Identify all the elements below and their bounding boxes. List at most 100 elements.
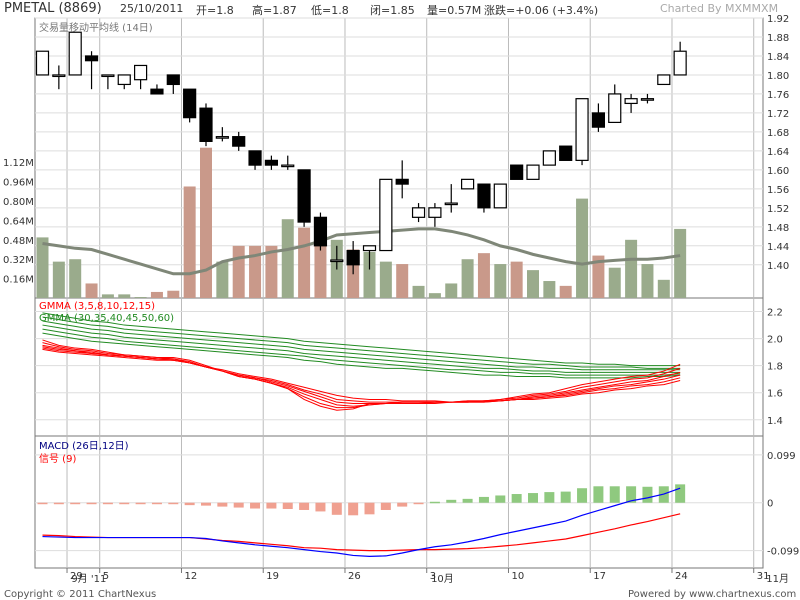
chart-watermark: Charted By MXMMXM [660, 2, 779, 15]
macd-histogram-bar [119, 502, 130, 505]
price-tick-label: 1.68 [767, 128, 789, 139]
macd-histogram-bar [593, 486, 604, 503]
volume-bar [428, 293, 441, 298]
macd-histogram-bar [315, 502, 326, 512]
candle-body [559, 145, 573, 161]
price-tick-label: 1.64 [767, 147, 789, 158]
macd-histogram-bar [266, 502, 277, 509]
candle-body [624, 98, 638, 105]
x-day-label: 26 [348, 571, 361, 582]
price-tick-label: 1.80 [767, 71, 789, 82]
x-day-label: 19 [266, 571, 279, 582]
volume-bar [314, 231, 327, 298]
macd-histogram-bar [429, 501, 440, 504]
volume-bar [559, 285, 572, 298]
powered-by-link[interactable]: Powered by www.chartnexus.com [628, 589, 797, 600]
candle-body [232, 136, 246, 147]
macd-histogram-bar [37, 502, 48, 505]
volume-bar [232, 245, 245, 298]
low-price: 低=1.8 [311, 4, 349, 17]
quote-date: 25/10/2011 [120, 2, 184, 15]
macd-tick-label: -0.099 [767, 547, 799, 558]
x-day-label: 12 [184, 571, 197, 582]
candle-body [428, 207, 442, 218]
stock-symbol: PMETAL (8869) [4, 1, 102, 16]
macd-histogram-bar [168, 502, 179, 505]
price-tick-label: 1.60 [767, 166, 789, 177]
candle-body [395, 178, 409, 185]
gmma-long-legend: GMMA (30,35,40,45,50,60) [39, 313, 174, 324]
x-month-label: 10月 [431, 573, 454, 585]
volume-bar [641, 264, 654, 298]
candle-body [657, 74, 671, 86]
candle-body [591, 112, 606, 128]
volume-ma-line [42, 227, 681, 276]
candle-body [542, 150, 556, 166]
candle-body [281, 164, 295, 168]
macd-histogram-bar [102, 502, 113, 505]
macd-histogram-bar [446, 499, 457, 503]
price-pane [34, 17, 764, 299]
gmma-short-line [42, 347, 681, 403]
close-price: 闭=1.85 [370, 4, 415, 17]
candle-body [248, 150, 262, 166]
candle-body [297, 169, 311, 223]
candle-body [199, 107, 213, 142]
macd-histogram-bar [626, 486, 637, 503]
open-price: 开=1.8 [196, 4, 234, 17]
macd-histogram-bar [560, 491, 571, 503]
volume-bar [674, 228, 687, 298]
signal-legend: 信号 (9) [39, 453, 76, 465]
volume-bar [363, 251, 376, 298]
candle-body [68, 31, 82, 76]
volume-bar [608, 267, 621, 298]
candle-body [461, 178, 475, 190]
volume-tick-label: 0.16M [3, 275, 34, 286]
x-month-label: 9月 '11 [71, 573, 106, 585]
gmma-long-line [42, 316, 681, 369]
volume-bar [216, 261, 229, 298]
macd-line [42, 487, 681, 557]
candle-body [183, 88, 197, 119]
volume-bar [477, 253, 490, 298]
gmma-tick-label: 1.6 [767, 389, 783, 400]
macd-histogram-bar [217, 502, 228, 507]
volume-bar [494, 264, 507, 298]
gmma-long-line [42, 328, 681, 376]
price-tick-label: 1.44 [767, 242, 789, 253]
volume-bar [461, 259, 474, 298]
candle-body [52, 74, 66, 78]
macd-histogram-bar [577, 488, 588, 503]
volume-tick-label: 0.80M [3, 197, 34, 208]
candle-body [313, 216, 328, 247]
macd-histogram-bar [282, 502, 293, 510]
macd-histogram-bar [413, 502, 424, 505]
macd-histogram-bar [478, 496, 489, 503]
macd-legend: MACD (26日,12日) [39, 441, 129, 452]
macd-histogram-bar [675, 484, 686, 503]
x-day-label: 31 [757, 571, 770, 582]
volume-bar [527, 270, 539, 298]
candle-body [379, 178, 393, 252]
price-tick-label: 1.76 [767, 90, 789, 101]
gmma-long-line [42, 332, 681, 379]
candle-body [346, 249, 360, 266]
x-day-label: 17 [593, 571, 606, 582]
volume-bar [576, 198, 589, 298]
candle-body [411, 207, 426, 218]
gmma-tick-label: 2.0 [767, 335, 783, 346]
x-day-label: 5 [103, 571, 109, 582]
candle-body [117, 74, 131, 86]
candle-body [362, 245, 377, 252]
volume-bar [167, 290, 180, 298]
volume-tick-label: 0.64M [3, 216, 34, 227]
macd-tick-label: 0.099 [767, 451, 796, 462]
gmma-short-line [42, 342, 681, 409]
macd-histogram-bar [201, 502, 211, 506]
volume-bar [445, 283, 458, 298]
x-day-label: 24 [675, 571, 688, 582]
macd-pane [34, 435, 764, 569]
volume-tick-label: 0.96M [3, 178, 34, 189]
price-tick-label: 1.84 [767, 52, 789, 63]
